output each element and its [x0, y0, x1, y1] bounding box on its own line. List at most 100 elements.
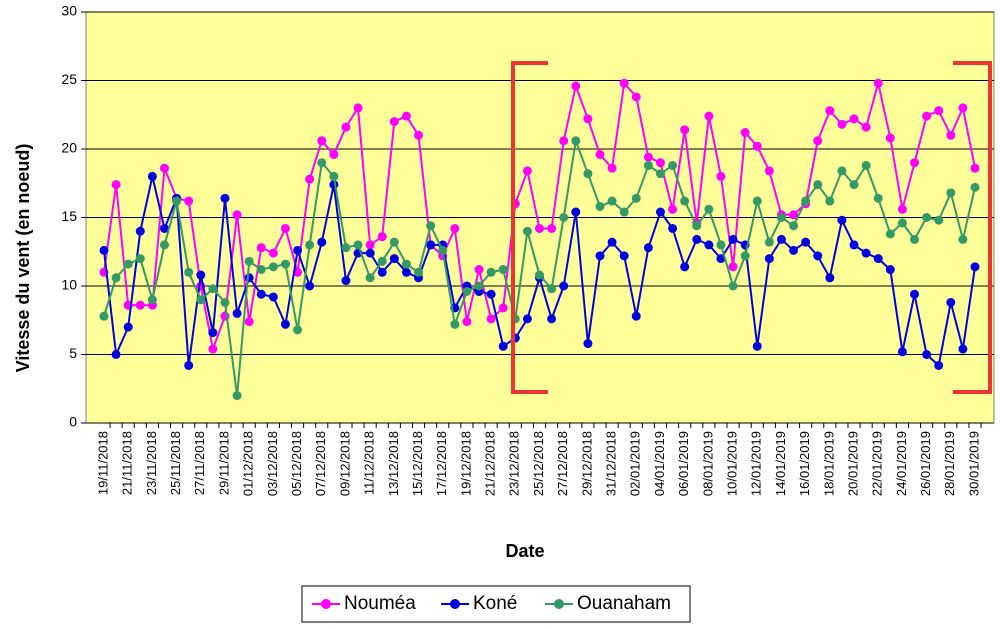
data-point	[111, 350, 121, 359]
data-point	[522, 166, 532, 176]
data-point	[377, 256, 387, 266]
data-point	[885, 265, 895, 275]
data-point	[438, 245, 448, 255]
series-layer	[99, 78, 980, 401]
data-point	[692, 221, 702, 231]
legend-marker	[321, 599, 331, 609]
data-point	[571, 81, 581, 91]
x-tick-label: 22/01/2019	[870, 431, 885, 496]
data-point	[946, 297, 956, 307]
data-point	[776, 213, 786, 222]
x-tick-label: 29/11/2018	[216, 431, 231, 495]
x-tick-label: 25/11/2018	[168, 431, 183, 495]
data-point	[184, 360, 194, 370]
data-point	[813, 136, 823, 146]
x-tick-label: 16/01/2019	[797, 431, 812, 496]
data-point	[801, 196, 811, 206]
data-point	[317, 237, 327, 247]
data-point	[159, 163, 169, 173]
data-point	[595, 251, 605, 261]
data-point	[837, 215, 847, 225]
data-point	[680, 262, 690, 272]
data-point	[922, 350, 932, 359]
y-tick-label: 20	[61, 140, 77, 156]
x-tick-label: 23/12/2018	[507, 431, 522, 496]
data-point	[873, 78, 883, 88]
x-tick-label: 29/12/2018	[579, 431, 594, 496]
data-point	[910, 289, 920, 299]
data-point	[426, 240, 436, 250]
data-point	[389, 254, 399, 264]
data-point	[607, 196, 617, 206]
data-point	[837, 119, 847, 129]
x-tick-label: 08/01/2019	[700, 431, 715, 496]
data-point	[910, 234, 920, 244]
data-point	[329, 171, 339, 181]
data-point	[655, 207, 665, 217]
data-point	[474, 265, 484, 275]
data-point	[752, 196, 762, 206]
data-point	[208, 328, 218, 338]
data-point	[535, 270, 544, 280]
data-point	[99, 245, 109, 255]
data-point	[256, 243, 266, 253]
data-point	[486, 314, 496, 324]
x-tick-label: 31/12/2018	[604, 431, 619, 496]
x-tick-label: 18/01/2019	[821, 431, 836, 496]
x-tick-label: 09/12/2018	[337, 431, 352, 496]
data-point	[147, 171, 157, 181]
data-point	[135, 300, 145, 310]
data-point	[305, 174, 315, 184]
data-point	[910, 158, 920, 168]
x-tick-label: 21/12/2018	[483, 431, 498, 496]
y-tick-label: 10	[61, 277, 77, 293]
data-point	[256, 265, 266, 275]
data-point	[825, 196, 835, 206]
data-point	[135, 226, 145, 236]
x-tick-label: 19/11/2018	[95, 431, 110, 495]
data-point	[244, 317, 254, 327]
data-point	[655, 158, 665, 168]
data-point	[268, 248, 278, 258]
x-tick-label: 28/01/2019	[942, 431, 957, 496]
data-point	[135, 254, 145, 264]
x-tick-label: 13/12/2018	[386, 431, 401, 496]
data-point	[522, 226, 532, 236]
data-point	[740, 251, 750, 261]
data-point	[329, 149, 339, 159]
data-point	[619, 207, 629, 217]
data-point	[305, 240, 315, 250]
data-point	[317, 136, 327, 146]
data-point	[716, 171, 726, 181]
x-tick-label: 01/12/2018	[241, 431, 256, 496]
x-tick-label: 12/01/2019	[749, 431, 764, 496]
data-point	[631, 193, 641, 203]
data-point	[377, 232, 387, 242]
x-tick-label: 14/01/2019	[773, 431, 788, 496]
data-point	[885, 133, 895, 143]
legend	[301, 585, 691, 623]
data-point	[559, 136, 569, 146]
x-tick-label: 20/01/2019	[845, 431, 860, 496]
data-point	[559, 281, 569, 291]
legend-marker	[450, 599, 460, 609]
data-point	[547, 314, 557, 324]
data-point	[268, 262, 278, 272]
legend-label: Ouanaham	[577, 593, 671, 614]
data-point	[873, 254, 883, 264]
x-tick-label: 21/11/2018	[120, 431, 135, 495]
data-point	[789, 245, 799, 255]
data-point	[643, 152, 653, 162]
x-tick-label: 19/12/2018	[458, 431, 473, 496]
data-point	[256, 289, 266, 299]
data-point	[825, 273, 835, 283]
data-point	[716, 240, 726, 250]
data-point	[595, 149, 605, 159]
x-tick-label: 26/01/2019	[918, 431, 933, 496]
data-point	[958, 103, 968, 113]
data-point	[317, 158, 327, 168]
data-point	[365, 273, 375, 283]
data-point	[111, 273, 121, 283]
data-point	[208, 284, 218, 294]
data-point	[547, 284, 557, 294]
